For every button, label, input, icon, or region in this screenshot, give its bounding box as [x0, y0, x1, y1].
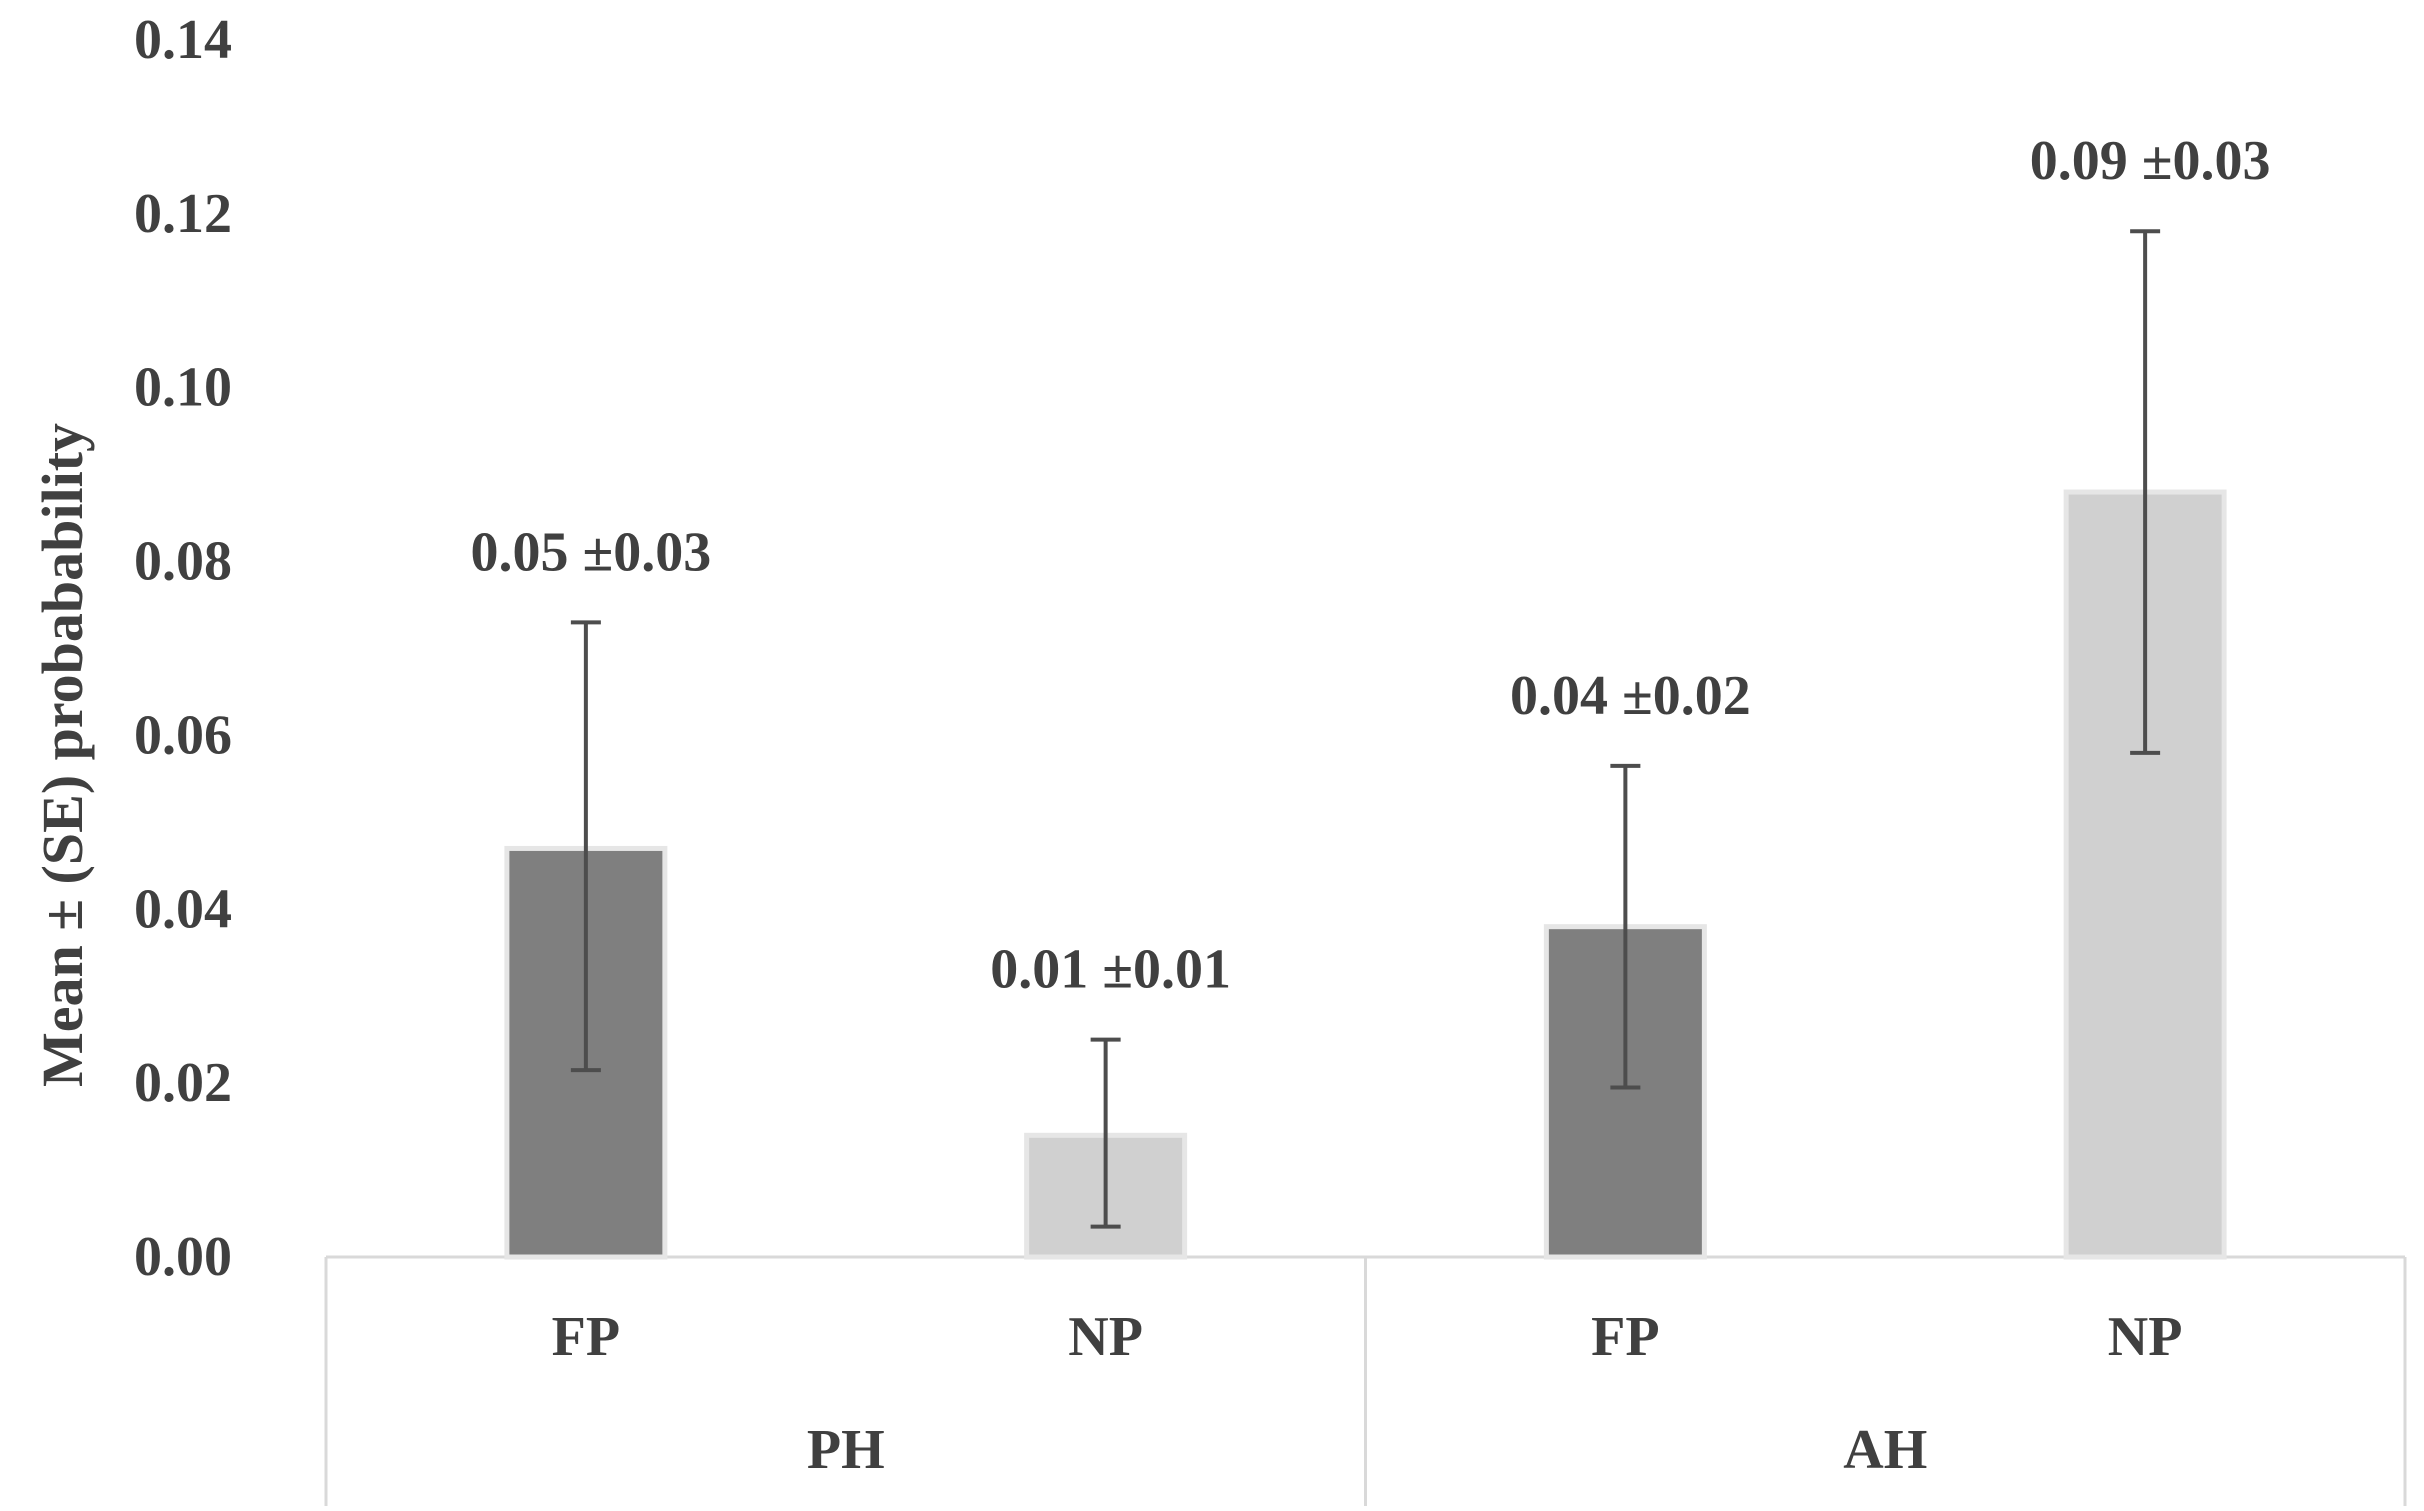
y-tick-label: 0.00	[134, 1226, 232, 1288]
y-tick-label: 0.02	[134, 1052, 232, 1114]
group-label: AH	[1843, 1419, 1927, 1481]
group-label: PH	[807, 1419, 885, 1481]
y-tick-label: 0.06	[134, 704, 232, 766]
bar	[1543, 924, 1707, 1260]
y-axis-title: Mean ± (SE) probabability	[30, 423, 95, 1087]
y-tick-label: 0.04	[134, 878, 232, 940]
y-tick-label: 0.10	[134, 357, 232, 419]
category-label: FP	[1591, 1306, 1659, 1368]
category-label: NP	[2108, 1306, 2183, 1368]
category-label: NP	[1068, 1306, 1143, 1368]
y-tick-label: 0.08	[134, 531, 232, 593]
y-tick-label: 0.14	[134, 9, 232, 71]
data-label: 0.01 ±0.01	[990, 939, 1231, 1001]
data-label: 0.04 ±0.02	[1510, 665, 1751, 727]
data-label: 0.05 ±0.03	[471, 521, 712, 583]
category-label: FP	[552, 1306, 620, 1368]
data-label: 0.09 ±0.03	[2030, 130, 2271, 192]
y-tick-label: 0.12	[134, 183, 232, 245]
